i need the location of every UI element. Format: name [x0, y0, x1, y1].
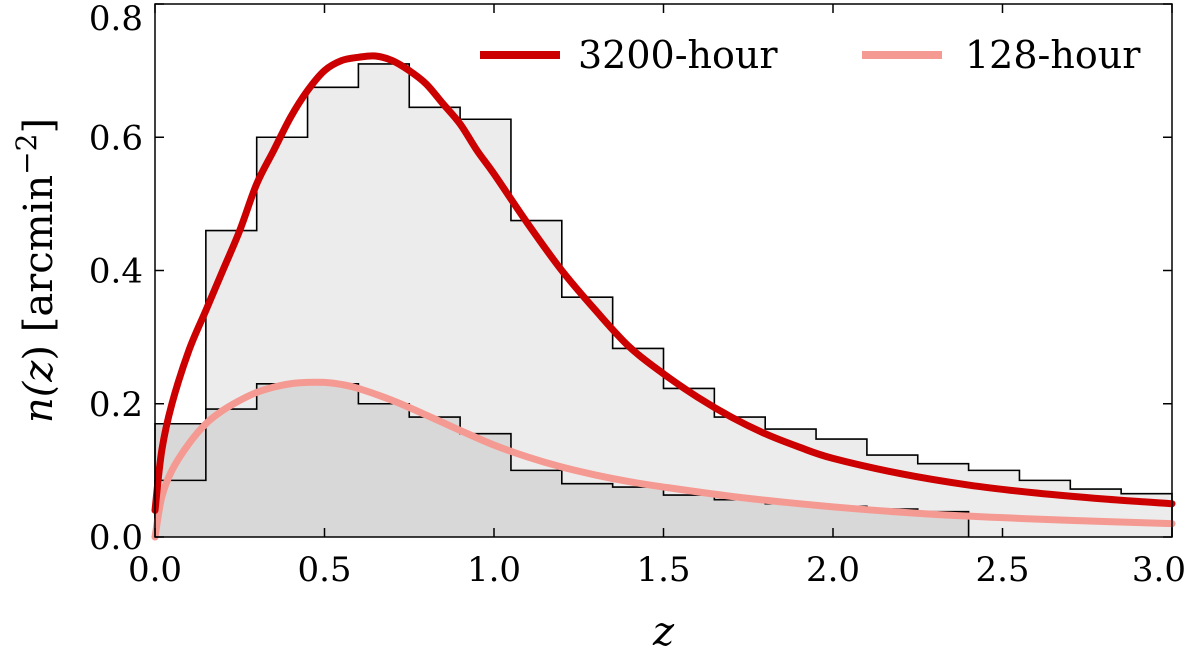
y-tick-label: 0.2	[89, 385, 143, 425]
legend-label-128-hour: 128-hour	[965, 33, 1141, 77]
x-tick-label: 0.5	[297, 550, 351, 590]
histogram-layer	[154, 63, 1173, 538]
y-axis-label-close: ]	[16, 118, 62, 134]
x-tick-label: 1.5	[636, 550, 690, 590]
x-tick-label: 0.0	[128, 550, 182, 590]
x-tick-label: 2.5	[975, 550, 1029, 590]
series-line-3200-hour	[151, 52, 1176, 514]
x-tick-label: 2.0	[806, 550, 860, 590]
y-tick-label: 0.0	[89, 518, 143, 558]
y-axis-label-var: z	[16, 360, 62, 383]
y-axis-label-exponent: −2	[10, 134, 43, 175]
x-tick-label: 3.0	[1132, 550, 1186, 590]
legend-label-3200-hour: 3200-hour	[578, 33, 778, 77]
tick-layer: 0.0 0.5 1.0 1.5 2.0 2.5 3.0 0.0 0.2 0.4 0.6 0.8	[89, 0, 1186, 590]
histogram-fill-1	[155, 383, 969, 537]
legend: 3200-hour 128-hour	[480, 33, 1141, 77]
y-axis-label-unit: ) [arcmin	[16, 175, 62, 361]
x-axis-label: z	[652, 609, 675, 654]
y-tick-label: 0.8	[89, 0, 143, 39]
x-tick-label: 1.0	[467, 550, 521, 590]
series-line-128-hour	[151, 378, 1176, 541]
y-axis-label: n(z) [arcmin−2]	[10, 118, 62, 423]
y-tick-label: 0.4	[89, 252, 143, 292]
y-tick-label: 0.6	[89, 118, 143, 158]
y-axis-label-prefix: n(	[16, 380, 62, 423]
curve-layer	[151, 52, 1176, 541]
